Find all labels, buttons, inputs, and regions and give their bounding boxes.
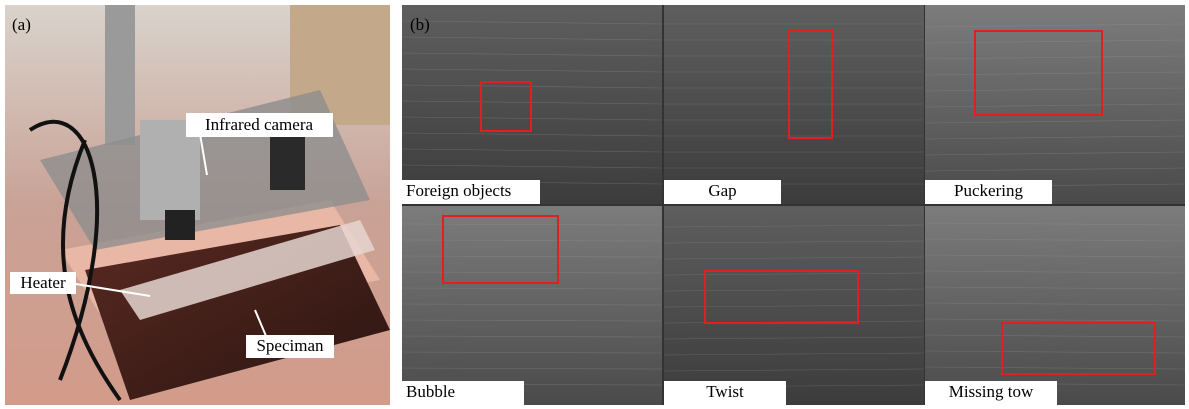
lens bbox=[165, 210, 195, 240]
thermal-image bbox=[925, 206, 1185, 405]
panel-b: Foreign objects Gap Puckering Bubble Twist Mi… bbox=[402, 5, 1185, 405]
tile-label: Puckering bbox=[954, 181, 1023, 200]
post bbox=[105, 5, 135, 145]
thermal-image bbox=[402, 206, 662, 405]
tile-label: Foreign objects bbox=[406, 181, 511, 200]
panel-a: (a) Infrared camera Heater Speciman bbox=[5, 5, 390, 405]
annotation: Heater bbox=[20, 273, 66, 292]
tile-label: Twist bbox=[706, 382, 744, 401]
annotation: Speciman bbox=[256, 336, 324, 355]
figure: (a) Infrared camera Heater Speciman Fore… bbox=[0, 0, 1189, 409]
tile-label: Bubble bbox=[406, 382, 455, 401]
annotation: Infrared camera bbox=[205, 115, 314, 134]
tile-label: Gap bbox=[708, 181, 736, 200]
thermal-image bbox=[664, 5, 924, 204]
tile-label: Missing tow bbox=[949, 382, 1034, 401]
camera-2 bbox=[270, 130, 305, 190]
panel-label: (b) bbox=[410, 15, 430, 34]
panel-label: (a) bbox=[12, 15, 31, 34]
